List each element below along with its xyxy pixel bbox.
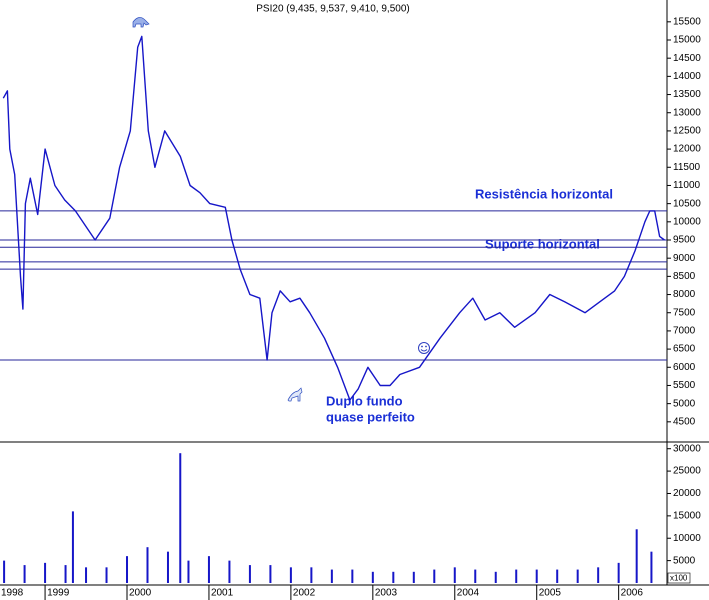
y-tick-label: 5500: [673, 380, 696, 391]
annotation: Resistência horizontal: [475, 186, 613, 201]
volume-bar: [23, 565, 26, 583]
volume-bar: [310, 567, 313, 583]
y-tick-label: 25000: [673, 466, 701, 477]
y-tick-label: 13000: [673, 107, 701, 118]
y-tick-label: 11000: [673, 180, 701, 191]
x-tick-label: 1999: [47, 588, 70, 599]
y-tick-label: 7000: [673, 326, 696, 337]
volume-bar: [146, 547, 149, 583]
volume-bar: [64, 565, 67, 583]
volume-bar: [289, 567, 292, 583]
price-line: [2, 35, 665, 401]
x-tick-label: 2005: [539, 588, 562, 599]
y-tick-label: 20000: [673, 488, 701, 499]
volume-bar: [3, 560, 6, 583]
y-tick-label: 8500: [673, 271, 696, 282]
y-tick-label: 12000: [673, 144, 701, 155]
volume-bar: [392, 571, 395, 583]
volume-bar: [179, 453, 182, 583]
y-tick-label: 5000: [673, 555, 696, 566]
plot-area: [0, 0, 667, 585]
y-tick-label: 5000: [673, 398, 696, 409]
volume-bar: [44, 562, 47, 583]
volume-bar: [474, 569, 477, 583]
annotation: Suporte horizontal: [485, 236, 600, 251]
volume-bar: [248, 565, 251, 583]
y-tick-label: 8000: [673, 289, 696, 300]
x-tick-label: 2002: [293, 588, 316, 599]
annotation: Duplo fundo: [326, 393, 403, 408]
volume-bar: [617, 562, 620, 583]
y-tick-label: 7500: [673, 307, 696, 318]
volume-bar: [453, 567, 456, 583]
y-tick-label: 15000: [673, 35, 701, 46]
y-tick-label: 11500: [673, 162, 701, 173]
y-tick-label: 14500: [673, 53, 701, 64]
volume-bar: [371, 571, 374, 583]
y-tick-label: 10500: [673, 198, 701, 209]
volume-bar: [597, 567, 600, 583]
bear-icon: [287, 387, 303, 402]
y-tick-label: 4500: [673, 416, 696, 427]
x-tick-label: 1998: [1, 588, 24, 599]
unit-box: [667, 572, 691, 584]
y-tick-label: 12500: [673, 126, 701, 137]
y-tick-label: 15000: [673, 510, 701, 521]
volume-bar: [351, 569, 354, 583]
x-tick-label: 2006: [621, 588, 644, 599]
x-tick-label: 2004: [457, 588, 480, 599]
x-tick-label: 2001: [211, 588, 234, 599]
y-tick-label: 13500: [673, 89, 701, 100]
volume-bar: [556, 569, 559, 583]
volume-bar: [126, 556, 129, 583]
volume-bar: [166, 551, 169, 583]
volume-bar: [187, 560, 190, 583]
y-tick-label: 10000: [673, 216, 701, 227]
x-tick-label: 2003: [375, 588, 398, 599]
volume-bar: [650, 551, 653, 583]
chart-title: PSI20 (9,435, 9,537, 9,410, 9,500): [256, 4, 409, 15]
y-tick-label: 10000: [673, 533, 701, 544]
y-tick-label: 6000: [673, 362, 696, 373]
volume-bar: [635, 529, 638, 583]
volume-bar: [433, 569, 436, 583]
volume-bar: [412, 571, 415, 583]
volume-bar: [228, 560, 231, 583]
smiley-icon: [418, 342, 430, 354]
y-tick-label: 30000: [673, 443, 701, 454]
y-tick-label: 15500: [673, 16, 701, 27]
volume-bar: [85, 567, 88, 583]
y-tick-label: 9500: [673, 235, 696, 246]
y-tick-label: 14000: [673, 71, 701, 82]
volume-bar: [207, 556, 210, 583]
bull-icon: [132, 17, 150, 28]
unit-label: x100: [670, 574, 688, 583]
volume-bar: [535, 569, 538, 583]
x-tick-label: 2000: [129, 588, 152, 599]
volume-bar: [71, 511, 74, 583]
volume-bar: [105, 567, 108, 583]
volume-bar: [269, 565, 272, 583]
volume-bar: [494, 571, 497, 583]
y-tick-label: 9000: [673, 253, 696, 264]
volume-bar: [515, 569, 518, 583]
y-tick-label: 6500: [673, 344, 696, 355]
volume-bar: [330, 569, 333, 583]
annotation: quase perfeito: [326, 409, 415, 424]
volume-bar: [576, 569, 579, 583]
